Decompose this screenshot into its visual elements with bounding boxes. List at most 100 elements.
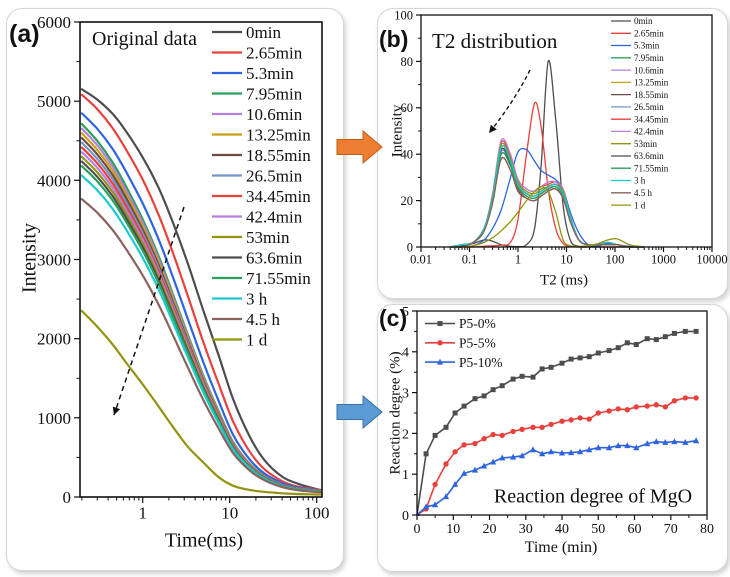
marker-circle [662,404,668,410]
marker-triangle [452,481,459,487]
legend-label: 53min [246,228,290,247]
marker-square [606,348,612,354]
x-tick-label: 100 [606,253,625,267]
x-tick-label: 10 [446,522,460,537]
panel-b-card [377,8,728,299]
marker-triangle [471,466,479,473]
series-4.5 h [80,198,322,494]
marker-triangle [662,439,669,445]
marker-triangle [436,358,444,365]
panel-a-title: Original data [92,28,197,50]
marker-triangle [442,493,450,500]
legend-label: 18.55min [634,90,669,100]
legend-label: 2.65min [634,28,664,38]
marker-square [461,403,467,409]
y-tick-label: 100 [394,8,413,22]
legend-label: 26.5min [246,166,303,185]
marker-square [539,366,545,372]
marker-circle [586,416,592,422]
panel-b-y-axis-title: Intensity [389,104,406,158]
y-tick-label: 3 [402,387,409,402]
x-tick-label: 0.1 [462,253,478,267]
marker-square [615,345,621,351]
series-13.25min [449,145,645,248]
x-tick-label: 0.01 [410,253,432,267]
panel-a-card [6,8,344,571]
panel-c-x-axis-title: Time (min) [524,539,598,556]
legend-label: 42.4min [634,127,664,137]
marker-circle [559,418,565,424]
y-tick-label: 80 [401,55,414,69]
marker-square [693,328,699,334]
marker-circle [443,461,449,467]
flow-arrow-b-to-c [336,394,383,430]
arrowhead [112,406,121,415]
y-tick-label: 0 [402,509,409,524]
legend-label: 34.45min [634,114,669,124]
marker-circle [452,449,458,455]
legend-label: 34.45min [246,187,311,206]
marker-triangle [653,438,660,445]
legend-label: 63.6min [634,151,664,161]
marker-square [595,350,601,356]
marker-triangle [461,470,468,476]
x-tick-label: 1 [138,504,147,523]
marker-circle [548,421,554,428]
legend-label: 13.25min [634,78,669,88]
plot-frame [79,21,323,498]
panel-b-letter: (b) [379,26,409,52]
panel-c-note: Reaction degree of MgO [493,485,693,508]
marker-square [586,354,592,360]
flow-arrow-a-to-b [336,129,383,165]
y-tick-label: 2000 [37,330,71,349]
marker-circle [606,408,612,414]
marker-circle [490,431,496,438]
marker-square [682,328,688,334]
legend-label: 7.95min [246,84,303,103]
panel-a-x-axis-title: Time(ms) [164,529,244,552]
marker-square [443,424,449,430]
marker-square [633,342,639,347]
legend-label: 0min [634,16,653,26]
marker-triangle [548,448,555,455]
y-tick-label: 3000 [37,250,71,269]
y-tick-label: 4 [402,346,409,361]
series-63.6min [449,147,645,248]
marker-square [423,451,429,457]
series-34.45min [449,140,645,248]
marker-triangle [529,446,537,453]
marker-circle [499,432,505,439]
marker-circle [568,417,574,423]
y-tick-label: 1000 [37,409,71,428]
marker-triangle [510,453,517,460]
marker-square [472,396,478,402]
y-tick-label: 5000 [37,92,71,111]
marker-triangle [693,437,700,444]
marker-square [432,432,438,438]
plot-frame [420,14,713,248]
marker-square [490,387,496,393]
y-tick-label: 40 [401,148,414,162]
x-tick-label: 10 [221,504,238,523]
marker-triangle [644,440,651,447]
series-group [80,88,322,496]
marker-triangle [633,444,640,451]
legend-label: 1 d [634,200,646,210]
plot-frame [416,310,708,516]
legend-label: 3 h [634,176,646,186]
marker-triangle [568,449,575,456]
series-10.6min [449,147,645,248]
x-tick-label: 1000 [651,253,676,267]
panel-c-y-axis-title: Reaction degree (%) [387,351,404,475]
y-tick-label: 5 [402,305,409,320]
marker-circle [624,407,630,413]
legend-label: 7.95min [634,53,664,63]
marker-square [530,374,536,380]
legend-label: 10.6min [246,105,303,124]
legend-label: 5.3min [634,41,660,51]
marker-triangle [577,448,584,455]
y-tick-label: 1 [402,468,409,483]
marker-square [662,334,668,340]
marker-square [499,383,505,389]
